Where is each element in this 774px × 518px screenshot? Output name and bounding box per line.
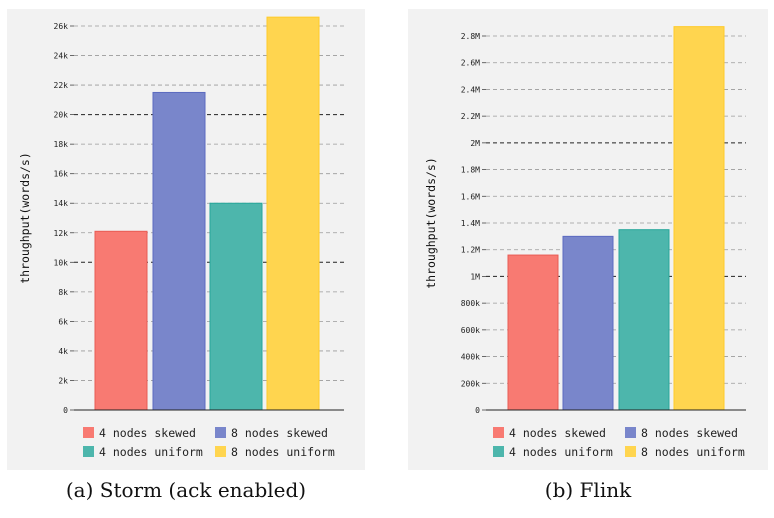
y-tick-label: 1.2M [461,246,480,255]
y-tick-label: 200k [461,379,480,388]
legend-label: 4 nodes skewed [99,426,196,440]
storm-chart: 0 2k 4k 6k 8k 10k 12k 14k 16k 18k 20k 22k 24k 26k thro… [18,16,344,459]
legend-swatch [83,446,94,457]
y-tick-label: 0 [475,406,480,415]
legend-swatch [493,427,504,438]
y-tick-label: 2.4M [461,85,480,94]
y-tick-label: 1.8M [461,166,480,175]
y-tick-label: 600k [461,326,480,335]
y-tick-label: 1.4M [461,219,480,228]
y-tick-label: 2.8M [461,32,480,41]
legend-swatch [215,427,226,438]
y-tick-label: 24k [54,52,69,61]
y-tick-label: 4k [58,347,68,356]
y-tick-label: 22k [54,81,69,90]
y-tick-label: 1M [470,272,480,281]
flink-chart-panel: 0 200k 400k 600k 800k 1M 1.2M 1.4M 1.6M 1.8M 2M 2.2… [408,9,768,470]
y-tick-label: 0 [63,406,68,415]
legend-swatch [83,427,94,438]
flink-chart: 0 200k 400k 600k 800k 1M 1.2M 1.4M 1.6M 1.8M 2M 2.2… [424,26,746,459]
bar-8-nodes-uniform [673,26,725,411]
y-tick-label: 1.6M [461,192,480,201]
legend-label: 4 nodes skewed [509,426,606,440]
y-tick-label: 400k [461,353,480,362]
legend-label: 4 nodes uniform [509,445,613,459]
y-tick-label: 2M [470,139,480,148]
y-axis-label: throughput(words/s) [424,157,438,289]
y-tick-label: 8k [58,288,68,297]
legend-swatch [493,446,504,457]
legend-label: 8 nodes uniform [231,445,335,459]
y-tick-label: 20k [54,111,69,120]
y-axis-label: throughput(words/s) [18,152,32,284]
flink-caption: (b) Flink [544,478,632,502]
bar-8-nodes-skewed [152,91,206,411]
legend-swatch [625,446,636,457]
y-tick-label: 10k [54,258,69,267]
bar-4-nodes-uniform [209,202,263,411]
y-tick-label: 800k [461,299,480,308]
y-tick-label: 16k [54,170,69,179]
legend-swatch [625,427,636,438]
y-tick-label: 18k [54,140,69,149]
storm-caption: (a) Storm (ack enabled) [65,478,307,502]
legend-label: 8 nodes skewed [231,426,328,440]
y-tick-label: 12k [54,229,69,238]
y-tick-label: 6k [58,317,68,326]
y-tick-label: 14k [54,199,69,208]
bar-4-nodes-uniform [618,229,670,411]
bar-4-nodes-skewed [507,254,559,411]
y-tick-label: 2.2M [461,112,480,121]
y-tick-label: 26k [54,22,69,31]
y-tick-label: 2k [58,376,68,385]
legend-swatch [215,446,226,457]
bar-4-nodes-skewed [94,230,148,411]
storm-chart-panel: 0 2k 4k 6k 8k 10k 12k 14k 16k 18k 20k 22k 24k 26k thro… [7,9,365,470]
y-tick-label: 2.6M [461,59,480,68]
legend-label: 8 nodes skewed [641,426,738,440]
legend-label: 8 nodes uniform [641,445,745,459]
legend-label: 4 nodes uniform [99,445,203,459]
bar-8-nodes-skewed [562,235,614,411]
bar-8-nodes-uniform [266,16,320,411]
